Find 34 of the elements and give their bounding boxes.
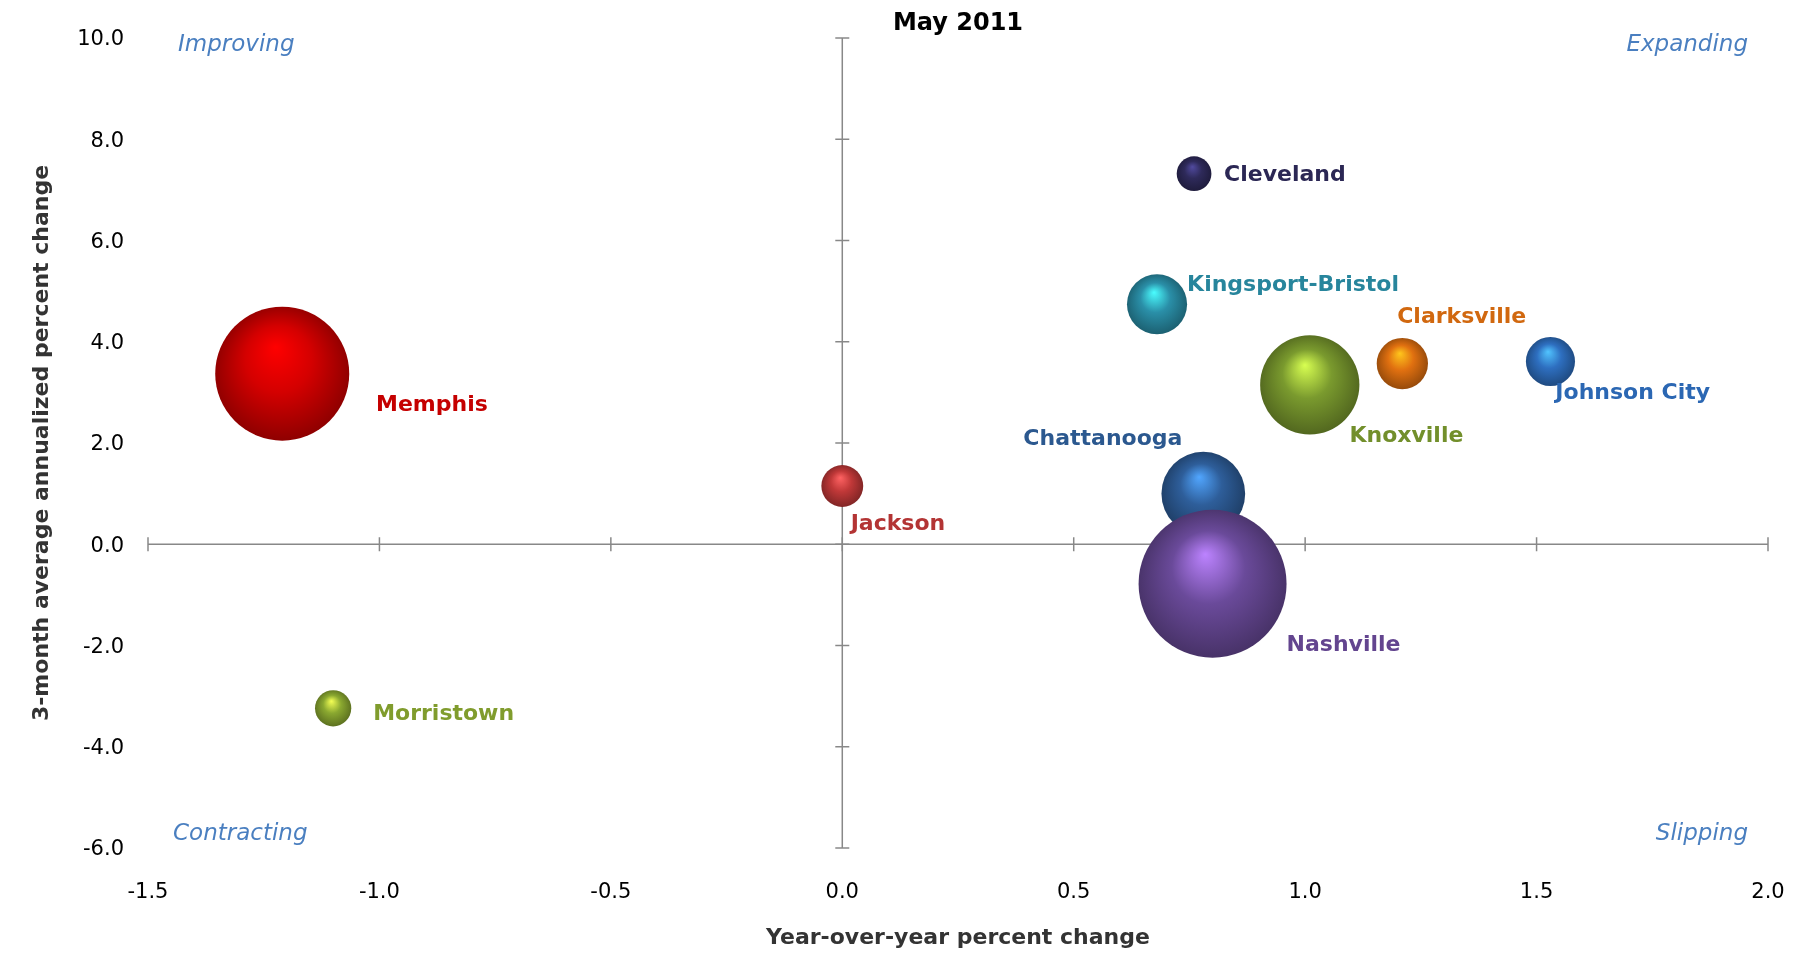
annotation: Improving	[178, 29, 295, 56]
series-label: Clarksville	[1397, 302, 1527, 328]
x-tick-label: 0.0	[825, 879, 859, 903]
x-tick-label: -1.5	[127, 879, 169, 903]
y-tick-label: -4.0	[83, 735, 124, 760]
y-tick-label: 0.0	[90, 532, 124, 557]
y-tick-label: 10.0	[77, 26, 124, 51]
annotation: Slipping	[1655, 819, 1748, 845]
annotation: Contracting	[173, 819, 308, 845]
x-axis-title: Year-over-year percent change	[765, 924, 1150, 949]
y-tick-label: 4.0	[90, 330, 124, 355]
y-tick-label: -2.0	[83, 633, 124, 658]
x-tick-label: 1.0	[1288, 879, 1322, 903]
y-tick-label: -6.0	[83, 836, 124, 861]
series-label: Morristown	[373, 699, 515, 725]
y-axis-title: 3-month average annualized percent change	[28, 164, 53, 722]
x-tick-label: -1.0	[358, 879, 400, 903]
series-label: Chattanooga	[1023, 424, 1183, 450]
annotation: Expanding	[1626, 29, 1748, 56]
series-label: Johnson City	[1553, 378, 1711, 404]
y-tick-label: 8.0	[90, 127, 124, 152]
series-label: Jackson	[848, 510, 946, 536]
x-tick-label: 1.5	[1519, 879, 1554, 903]
y-tick-label: 6.0	[90, 228, 124, 253]
series-label: Knoxville	[1349, 422, 1464, 448]
series-label: Memphis	[376, 391, 488, 417]
series-label: Kingsport-Bristol	[1187, 270, 1399, 296]
y-tick-label: 2.0	[90, 431, 124, 456]
chart-title: May 2011	[892, 8, 1024, 36]
x-tick-label: 2.0	[1751, 879, 1785, 903]
x-tick-label: 0.5	[1057, 879, 1091, 903]
series-label: Cleveland	[1224, 161, 1346, 187]
series-label: Nashville	[1286, 630, 1401, 656]
x-tick-label: -0.5	[590, 879, 632, 903]
